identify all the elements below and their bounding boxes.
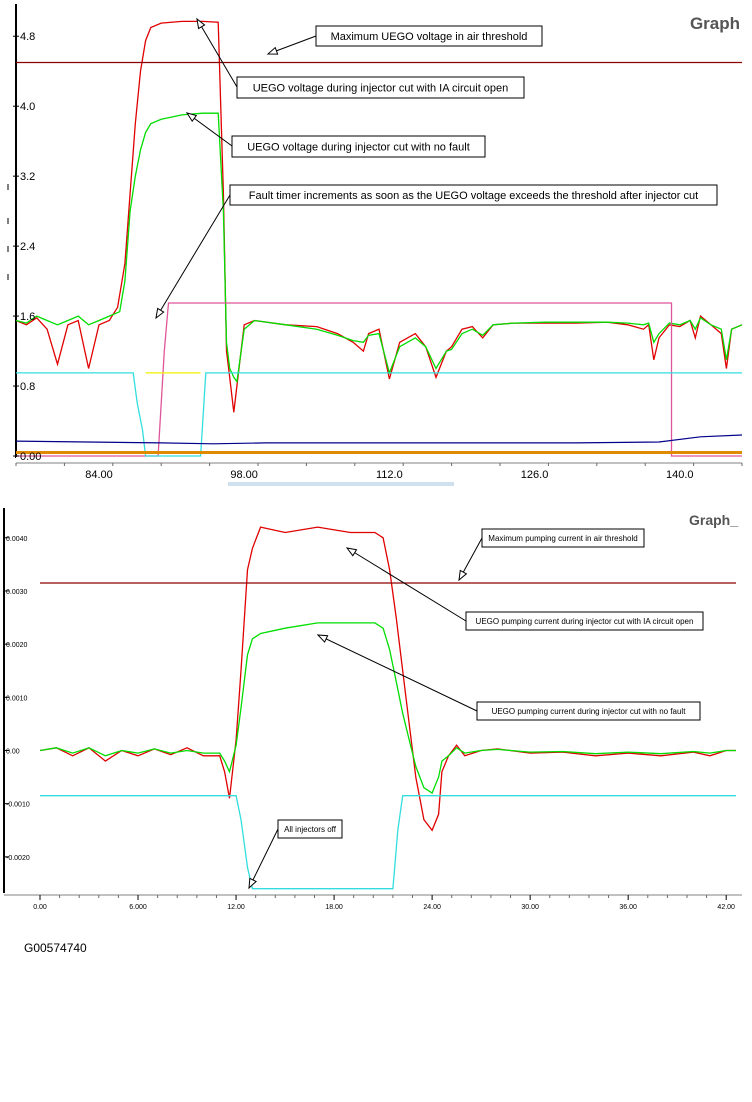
y-tick-label: 0.0010 xyxy=(6,695,28,702)
annotation-box xyxy=(236,76,525,99)
figure-id: G00574740 xyxy=(24,941,87,955)
y-tick-label: 0.8 xyxy=(20,381,35,393)
annotation-arrowhead xyxy=(458,569,468,582)
y-tick-label: 1.6 xyxy=(20,311,35,323)
annotation-arrow xyxy=(317,634,478,712)
annotation-arrowhead xyxy=(248,877,257,890)
annotation-arrow xyxy=(155,194,231,319)
y-tick-label: 0.0030 xyxy=(6,589,28,596)
annotation-label: UEGO pumping current during injector cut… xyxy=(492,707,687,716)
annotation-box xyxy=(231,135,486,158)
annotation-box xyxy=(277,819,343,839)
x-tick-label: 24.00 xyxy=(423,904,441,911)
annotation-box xyxy=(476,701,701,721)
red-pumping-current-ia-open-line xyxy=(39,526,736,832)
chart-title: Graph xyxy=(690,14,740,33)
x-tick-label: 98.00 xyxy=(230,469,258,481)
annotation-label: UEGO pumping current during injector cut… xyxy=(476,617,694,626)
y-tick-label: 3.2 xyxy=(20,171,35,183)
pumping-current-graph: 0.00 6.000 12.00 18.00 24.00 30.00 36.00 42.00 0… xyxy=(0,498,752,928)
green-pumping-current-no-fault-line xyxy=(39,622,736,794)
x-tick-label: 84.00 xyxy=(85,469,113,481)
x-tick-label: 12.00 xyxy=(227,904,245,911)
x-tick-label: 6.000 xyxy=(129,904,147,911)
scroll-indicator[interactable] xyxy=(228,482,454,486)
annotation-label: UEGO voltage during injector cut with no… xyxy=(247,142,470,154)
annotation-arrow xyxy=(248,828,279,889)
y-tick-label: 0.0020 xyxy=(6,642,28,649)
red-uego-voltage-ia-open-line xyxy=(15,20,743,413)
annotation-label: Maximum pumping current in air threshold xyxy=(488,534,637,543)
annotation-label: Fault timer increments as soon as the UE… xyxy=(249,190,698,202)
x-tick-label: 36.00 xyxy=(619,904,637,911)
x-tick-label: 42.00 xyxy=(717,904,735,911)
x-tick-label: 112.0 xyxy=(376,469,403,481)
annotation-arrowhead xyxy=(185,112,198,123)
navy-trace-line xyxy=(15,434,743,445)
green-uego-voltage-no-fault-line xyxy=(15,112,743,384)
annotation-arrowhead xyxy=(266,46,279,55)
y-tick-label: 2.4 xyxy=(20,241,35,253)
y-tick-label: 4.8 xyxy=(20,31,35,43)
y-tick-label: 0.00 xyxy=(6,748,20,755)
x-tick-label: 126.0 xyxy=(521,469,549,481)
annotation-box xyxy=(315,25,543,47)
x-tick-label: 18.00 xyxy=(325,904,343,911)
injector-signal-line xyxy=(40,795,736,890)
y-tick-label: -0.0020 xyxy=(6,855,30,862)
annotation-arrow xyxy=(196,18,238,88)
y-tick-label: 0.0040 xyxy=(6,536,28,543)
y-tick-label: 4.0 xyxy=(20,101,35,113)
annotation-arrowhead xyxy=(155,307,165,320)
annotation-box xyxy=(481,528,645,548)
x-tick-label: 0.00 xyxy=(33,904,47,911)
annotation-box xyxy=(229,184,718,206)
annotation-arrowhead xyxy=(196,17,206,30)
annotation-arrowhead xyxy=(316,634,329,643)
uego-voltage-graph: 84.00 98.00 112.0 126.0 140.0 0.00 0.8 1.6 2.4 3.… xyxy=(0,0,752,490)
annotation-arrow xyxy=(346,547,467,622)
annotation-label: Maximum UEGO voltage in air threshold xyxy=(331,31,528,43)
y-tick-label: -0.0010 xyxy=(6,802,30,809)
x-axis-band xyxy=(16,457,742,463)
chart-title: Graph_ xyxy=(689,512,738,528)
annotation-arrowhead xyxy=(345,547,358,557)
x-tick-label: 30.00 xyxy=(521,904,539,911)
y-tick-label: 0.00 xyxy=(20,451,41,463)
annotation-label: All injectors off xyxy=(284,825,337,834)
annotation-label: UEGO voltage during injector cut with IA… xyxy=(253,83,509,95)
x-tick-label: 140.0 xyxy=(666,469,694,481)
annotation-box xyxy=(465,611,704,631)
